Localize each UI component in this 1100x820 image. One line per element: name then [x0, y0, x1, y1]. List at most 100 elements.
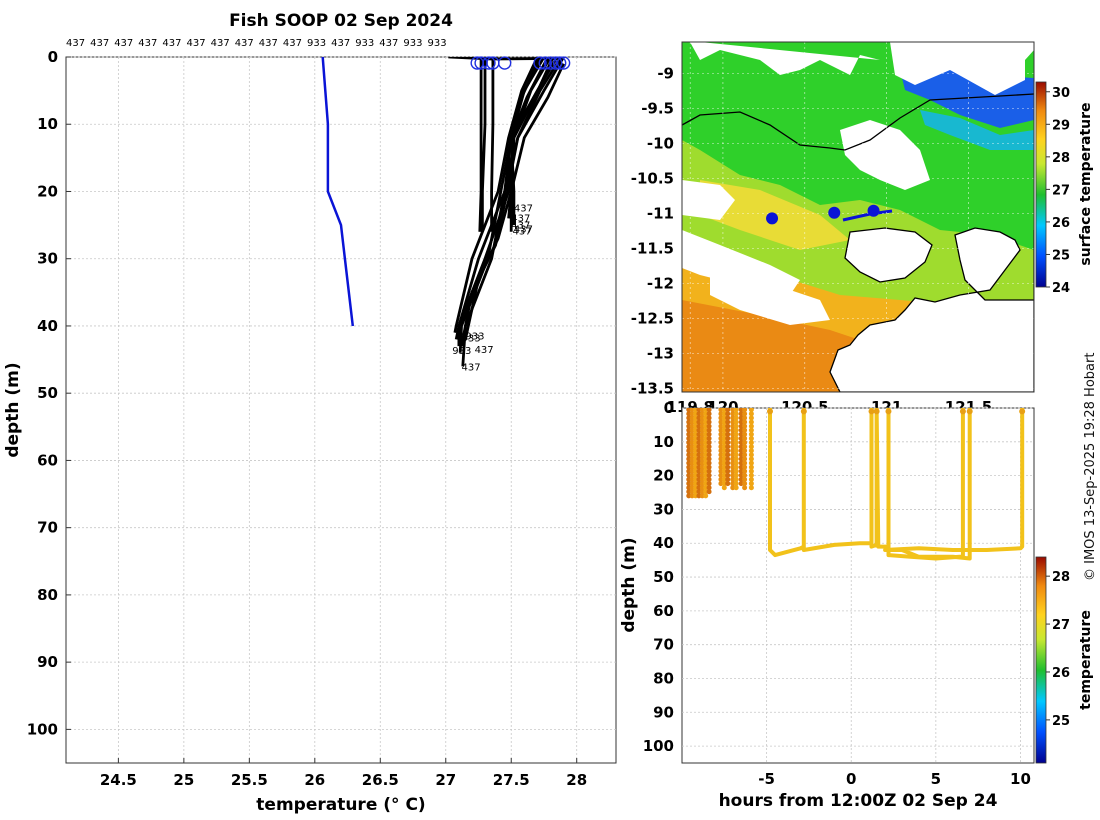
profiles-panel: 24.5 25 25.5 26 26.5 27 27.5 28 0 10 20 30 40 50 60 70 8… — [3, 48, 617, 815]
profile-id-label: 437 — [211, 38, 230, 49]
surface-sample — [767, 408, 773, 415]
profile-id-label: 933 — [403, 38, 422, 49]
surface-marker — [538, 56, 552, 70]
surface-sample — [868, 408, 875, 415]
time-depth-data — [686, 408, 1026, 561]
profiles-y-tick-label: 40 — [37, 317, 58, 335]
land-southeast — [829, 227, 1034, 392]
sst-map-grid — [682, 42, 1034, 392]
profile-end-label: 933 — [452, 346, 471, 357]
time-y-tick-label: 60 — [653, 602, 674, 620]
time-y-tick-label: 0 — [664, 399, 674, 417]
sst-map-track — [766, 204, 880, 225]
profiles-x-tick-label: 25.5 — [231, 771, 268, 789]
coastline-north — [682, 93, 1034, 151]
temperature-colorbar-ticks: 25 26 27 28 — [1046, 570, 1070, 729]
profile-id-label: 933 — [428, 38, 447, 49]
sst-colorbar-tick-label: 27 — [1052, 183, 1070, 198]
sst-colorbar-ticks: 24 25 26 27 28 29 30 — [1046, 86, 1070, 296]
profile-id-label: 437 — [379, 38, 398, 49]
land-island — [844, 227, 933, 283]
profiles-series — [321, 57, 565, 367]
sst-map-panel: -9-9.5-10-10.5-11-11.5-12-12.5-13-13.511… — [631, 41, 1094, 416]
time-y-tick-label: 70 — [653, 636, 674, 654]
temperature-colorbar — [1035, 556, 1047, 764]
sst-colorbar-label: surface temperature — [1078, 102, 1094, 265]
temperature-colorbar-label: temperature — [1078, 610, 1094, 710]
profiles-y-tick-label: 30 — [37, 250, 58, 268]
sst-cloud-north — [690, 42, 1034, 95]
profile-id-label: 437 — [235, 38, 254, 49]
sst-colorbar-tick-label: 25 — [1052, 248, 1070, 263]
map-y-tick-label: -11.5 — [631, 240, 674, 258]
sst-cloud-southwest — [682, 230, 800, 295]
figure-title: Fish SOOP 02 Sep 2024 — [229, 11, 453, 31]
profiles-plot-area — [65, 56, 617, 764]
sst-cloud-central — [840, 120, 930, 190]
map-y-tick-label: -9 — [657, 65, 674, 83]
profiles-x-tick-label: 25 — [173, 771, 194, 789]
time-y-tick-label: 80 — [653, 669, 674, 687]
sst-colorbar-tick-label: 28 — [1052, 151, 1070, 166]
profiles-y-tick-label: 100 — [27, 720, 58, 738]
sst-cloud-west — [682, 180, 735, 220]
surface-sample — [873, 408, 880, 415]
profiles-y-tick-label: 80 — [37, 586, 58, 604]
temperature-colorbar-tick-label: 26 — [1052, 666, 1070, 681]
surface-sample — [800, 408, 807, 415]
profile-id-label: 437 — [114, 38, 133, 49]
surface-marker — [549, 56, 563, 70]
profiles-tick-labels: 24.5 25 25.5 26 26.5 27 27.5 28 0 10 20 30 40 50 60 70 8… — [27, 48, 587, 789]
profile-id-label: 933 — [355, 38, 374, 49]
time-x-tick-label: 0 — [846, 770, 856, 788]
track-point — [766, 212, 779, 225]
sst-cyan-ne — [920, 110, 1034, 150]
surface-marker — [482, 56, 496, 70]
time-y-tick-label: 50 — [653, 568, 674, 586]
profiles-xlabel: temperature (° C) — [256, 795, 425, 815]
profile-line — [507, 57, 542, 232]
temperature-colorbar-tick-label: 25 — [1052, 714, 1070, 729]
map-y-tick-label: -13.5 — [631, 380, 674, 398]
profiles-y-tick-label: 10 — [37, 115, 58, 133]
time-x-tick-label: 10 — [1010, 770, 1031, 788]
profile-line — [453, 57, 539, 333]
profile-id-label: 437 — [187, 38, 206, 49]
profile-end-label: 437 — [513, 227, 532, 238]
track-point — [828, 206, 841, 219]
profile-id-label: 437 — [162, 38, 181, 49]
time-depth-xlabel: hours from 12:00Z 02 Sep 24 — [719, 791, 998, 811]
profiles-x-tick-label: 27 — [435, 771, 456, 789]
profile-id-label: 437 — [259, 38, 278, 49]
profile-id-label: 437 — [66, 38, 85, 49]
profile-line — [478, 57, 483, 232]
temperature-colorbar-tick-label: 27 — [1052, 618, 1070, 633]
profile-id-label: 437 — [138, 38, 157, 49]
sst-colorbar-tick-label: 30 — [1052, 86, 1070, 101]
profiles-x-tick-label: 26 — [304, 771, 325, 789]
profiles-ylabel: depth (m) — [3, 362, 23, 457]
profile-id-row: 437 437 437 437 437 437 437 437 437 437 933 437 933 4… — [66, 38, 447, 49]
map-y-tick-label: -10.5 — [631, 170, 674, 188]
map-y-tick-label: -11 — [647, 205, 674, 223]
profile-id-label: 437 — [283, 38, 302, 49]
sst-colorbar — [1035, 81, 1047, 288]
time-y-tick-label: 40 — [653, 534, 674, 552]
map-y-tick-label: -9.5 — [641, 100, 674, 118]
reference-profile-line — [321, 57, 355, 327]
map-y-tick-label: -12 — [647, 275, 674, 293]
time-y-tick-label: 30 — [653, 500, 674, 518]
sst-map-image — [682, 42, 1034, 392]
track-point — [867, 204, 880, 217]
profiles-x-tick-label: 24.5 — [100, 771, 137, 789]
sst-colorbar-tick-label: 24 — [1052, 281, 1070, 296]
surface-sample — [1019, 408, 1026, 415]
map-y-tick-label: -13 — [647, 345, 674, 363]
profiles-y-tick-label: 90 — [37, 653, 58, 671]
surface-marker — [556, 56, 571, 70]
profiles-y-tick-label: 50 — [37, 384, 58, 402]
time-y-tick-label: 10 — [653, 433, 674, 451]
profile-line — [448, 57, 564, 61]
profiles-y-tick-label: 60 — [37, 451, 58, 469]
